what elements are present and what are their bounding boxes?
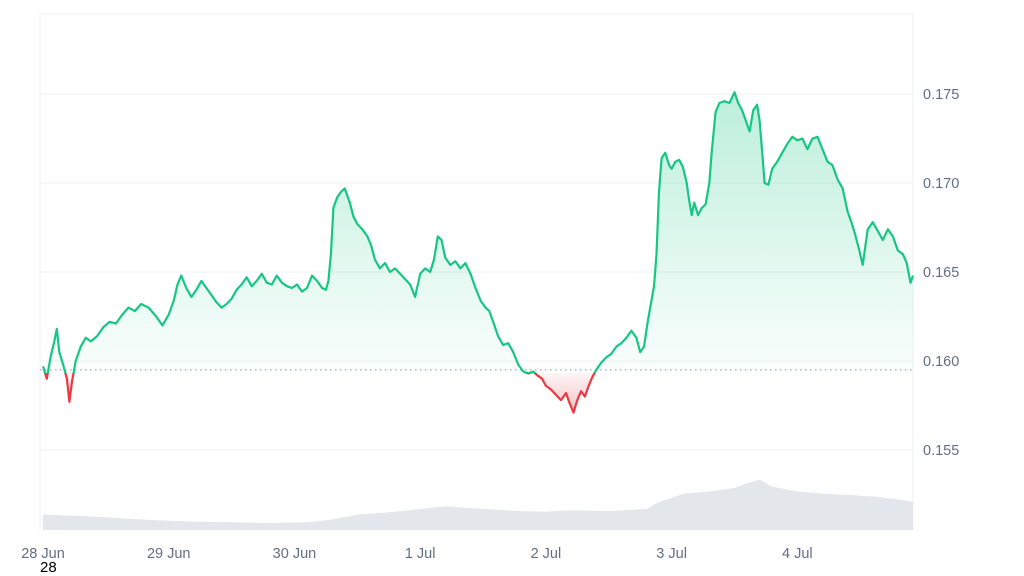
y-tick-label: 0.160: [923, 354, 959, 370]
y-tick-label: 0.170: [923, 176, 959, 192]
extra-label: 28: [40, 559, 57, 576]
y-tick-label: 0.175: [923, 87, 959, 103]
volume-area: [43, 479, 913, 530]
y-axis: 0.175 0.170 0.165 0.160 0.155: [923, 87, 959, 459]
y-tick-label: 0.165: [923, 265, 959, 281]
price-area-fill: [43, 92, 913, 413]
x-tick-label: 29 Jun: [147, 546, 191, 562]
x-tick-label: 1 Jul: [405, 546, 436, 562]
x-tick-label: 2 Jul: [531, 546, 562, 562]
y-tick-label: 0.155: [923, 443, 959, 459]
price-line-up: [41, 91, 915, 373]
area-above-baseline: [43, 92, 913, 373]
volume-bars: [43, 479, 913, 530]
price-line: [41, 91, 915, 414]
x-tick-label: 4 Jul: [782, 546, 813, 562]
x-tick-label: 30 Jun: [273, 546, 317, 562]
x-axis: 28 Jun 29 Jun 30 Jun 1 Jul 2 Jul 3 Jul 4 Jul: [21, 546, 812, 562]
x-tick-label: 28 Jun: [21, 546, 65, 562]
x-tick-label: 3 Jul: [656, 546, 687, 562]
